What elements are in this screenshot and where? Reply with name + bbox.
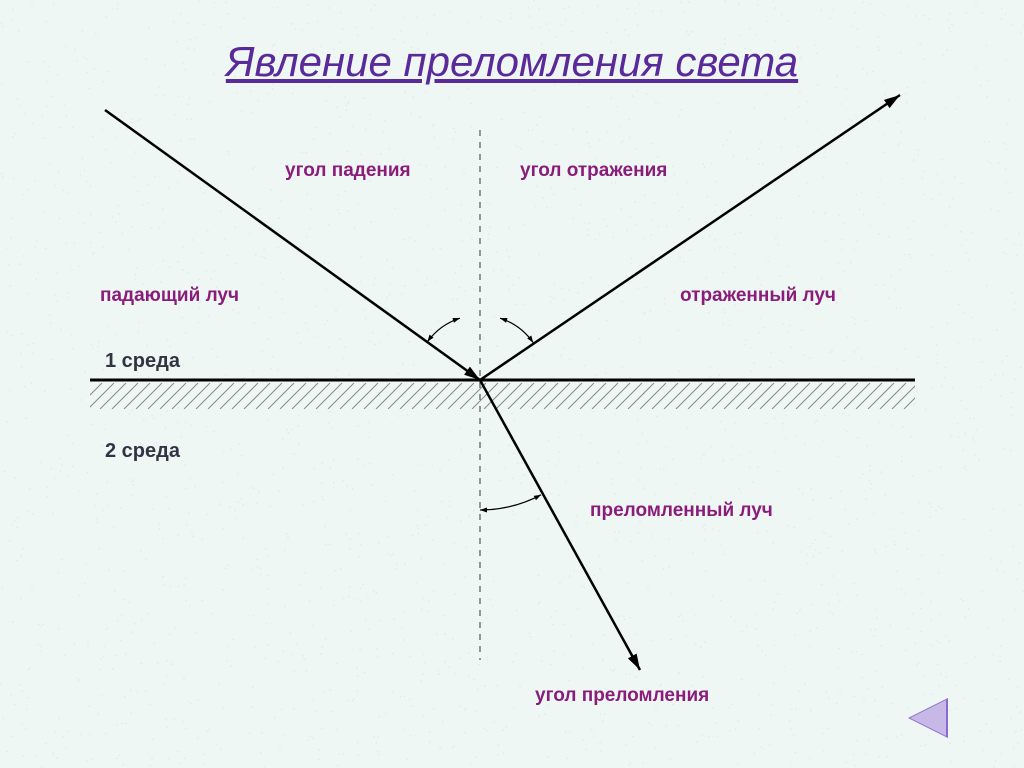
label-incident-ray: падающий луч [100, 285, 239, 307]
back-button[interactable] [910, 700, 946, 736]
label-refraction-angle: угол преломления [535, 685, 709, 707]
label-refracted-ray: преломленный луч [590, 500, 773, 522]
label-reflected-ray: отраженный луч [680, 285, 836, 307]
diagram-page: Явление преломления света угол падения у… [0, 0, 1024, 768]
refraction-diagram [0, 0, 1024, 768]
label-incidence-angle: угол падения [285, 160, 411, 182]
label-medium-2: 2 среда [105, 440, 180, 463]
label-reflection-angle: угол отражения [520, 160, 667, 182]
label-medium-1: 1 среда [105, 350, 180, 373]
